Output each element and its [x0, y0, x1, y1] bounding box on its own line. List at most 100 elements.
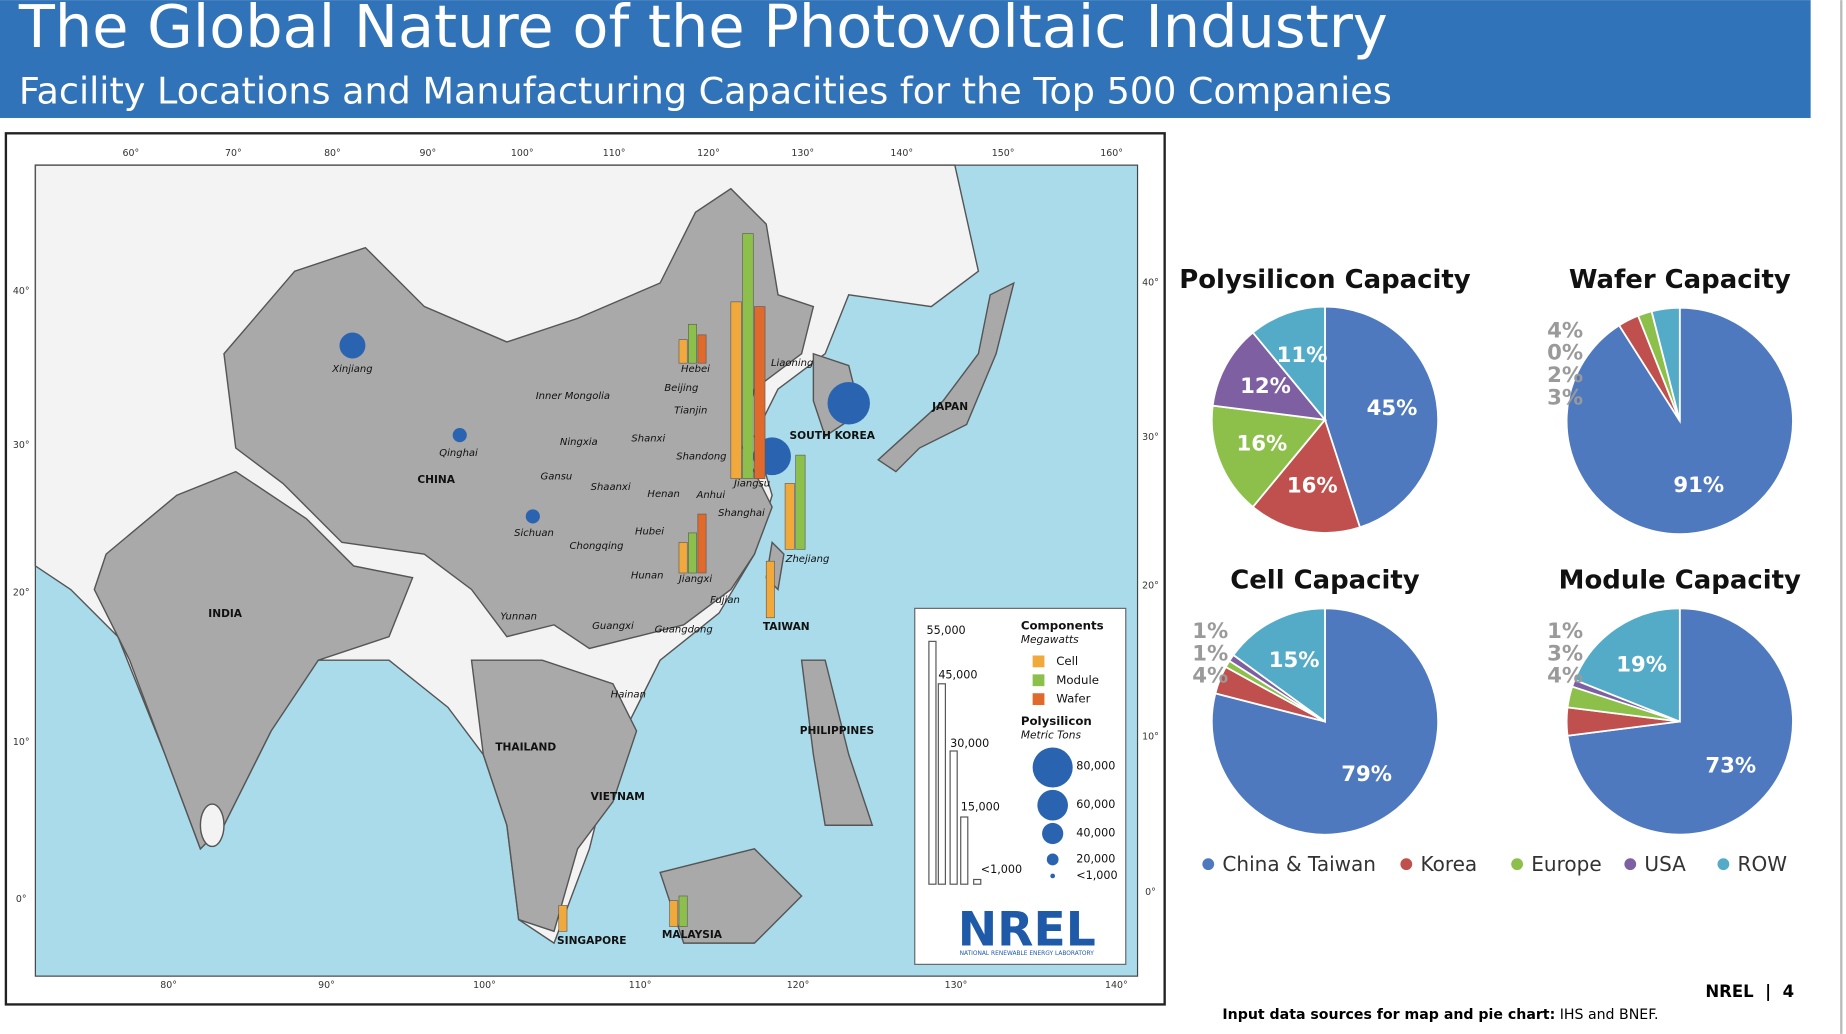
legend-label: China & Taiwan: [1222, 852, 1376, 876]
bubble: [452, 428, 467, 443]
bar: [795, 454, 806, 550]
lon-label: 130°: [945, 980, 968, 991]
slice-label: 11%: [1277, 343, 1328, 368]
source-note: Input data sources for map and pie chart…: [1222, 1007, 1658, 1023]
slice-label: 1%: [1192, 619, 1228, 644]
legend-bar: [960, 816, 969, 885]
legend-item: Wafer: [1056, 692, 1090, 706]
pie-title: Polysilicon Capacity: [1179, 265, 1471, 295]
place-label: Shanxi: [631, 434, 665, 445]
slice-label: 16%: [1236, 432, 1287, 457]
borneo: [659, 848, 803, 944]
legend-swatch: [1032, 674, 1045, 687]
scale-label: 30,000: [950, 737, 989, 750]
slice-label: 12%: [1240, 374, 1291, 399]
japan: [877, 281, 1015, 473]
slide-title: The Global Nature of the Photovoltaic In…: [18, 0, 1388, 61]
bar: [742, 233, 754, 479]
lon-label: 90°: [420, 148, 437, 159]
india: [93, 470, 414, 851]
legend-item: Cell: [1056, 654, 1078, 668]
lat-label: 20°: [1142, 580, 1159, 591]
place-label: Beijing: [664, 383, 698, 394]
place-label: Yunnan: [500, 612, 537, 623]
bar: [697, 513, 707, 574]
legend-bubble: [1046, 853, 1059, 866]
legend-dot: [1202, 858, 1215, 871]
lon-label: 90°: [318, 980, 335, 991]
place-label: Inner Mongolia: [536, 391, 610, 402]
bar: [678, 339, 688, 364]
place-label: Jiangsu: [732, 478, 770, 489]
bubble: [525, 509, 540, 524]
lat-label: 30°: [1142, 432, 1159, 443]
legend-swatch: [1032, 693, 1045, 706]
place-label: Anhui: [695, 490, 725, 501]
slice-label: 4%: [1192, 664, 1228, 689]
legend-swatch: [1032, 655, 1045, 668]
pie-slice: [1251, 417, 1362, 534]
place-label: PHILIPPINES: [800, 725, 874, 737]
lon-label: 150°: [992, 148, 1015, 159]
place-label: Jiangxi: [677, 574, 712, 585]
pie-slice: [1573, 607, 1681, 723]
legend-dot: [1511, 858, 1524, 871]
place-label: Shandong: [676, 451, 726, 462]
legend-label: Korea: [1420, 852, 1477, 876]
place-label: Henan: [647, 489, 679, 500]
legend-dot: [1717, 858, 1730, 871]
bar: [784, 483, 795, 550]
slice-label: 4%: [1547, 664, 1583, 689]
lat-label: 30°: [13, 440, 30, 451]
bar: [697, 334, 707, 364]
lon-label: 70°: [225, 148, 242, 159]
legend-label: USA: [1644, 852, 1686, 876]
source: IHS and BNEF.: [1555, 1007, 1658, 1023]
bubble: [339, 332, 366, 359]
pie-slice: [1232, 607, 1326, 724]
place-label: INDIA: [208, 608, 243, 620]
place-label: Guangxi: [592, 621, 634, 632]
slide-subtitle: Facility Locations and Manufacturing Cap…: [19, 70, 1392, 113]
place-label: VIETNAM: [591, 791, 645, 803]
legend-unit: Metric Tons: [1021, 730, 1082, 742]
philippines: [800, 659, 874, 826]
bar: [558, 905, 568, 932]
slice-label: 1%: [1192, 641, 1228, 666]
lon-label: 120°: [787, 980, 810, 991]
lon-label: 80°: [160, 980, 177, 991]
place-label: Shanghai: [718, 508, 765, 519]
scale-label: <1,000: [981, 863, 1022, 876]
scale-label: 45,000: [938, 669, 977, 682]
lat-label: 0°: [16, 894, 27, 905]
logo-subtitle: NATIONAL RENEWABLE ENERGY LABORATORY: [960, 951, 1095, 957]
place-label: Hainan: [611, 689, 646, 700]
slice-label: 3%: [1547, 386, 1583, 411]
place-label: Guangdong: [655, 625, 713, 636]
scale-label: 55,000: [927, 624, 966, 637]
bar: [678, 895, 688, 927]
lon-label: 120°: [697, 148, 720, 159]
slice-label: 3%: [1547, 641, 1583, 666]
place-label: SINGAPORE: [557, 935, 627, 947]
place-label: Ningxia: [560, 437, 598, 448]
lon-label: 100°: [511, 148, 534, 159]
bar: [669, 900, 679, 927]
place-label: Shaanxi: [591, 482, 631, 493]
place-label: JAPAN: [931, 401, 968, 413]
pie-slice: [1324, 305, 1439, 529]
place-label: Hubei: [635, 527, 664, 538]
lon-label: 160°: [1100, 148, 1123, 159]
slice-label: 2%: [1547, 363, 1583, 388]
bar: [754, 306, 766, 479]
lon-label: 140°: [890, 148, 913, 159]
map-symbols: [339, 233, 870, 932]
lat-label: 0°: [1145, 887, 1156, 898]
place-label: Gansu: [541, 471, 573, 482]
legend-bubble: [1037, 789, 1068, 821]
slice-label: 19%: [1616, 652, 1667, 677]
scale-label: 20,000: [1076, 852, 1115, 865]
slice-label: 0%: [1547, 341, 1583, 366]
legend-bar: [937, 683, 946, 885]
